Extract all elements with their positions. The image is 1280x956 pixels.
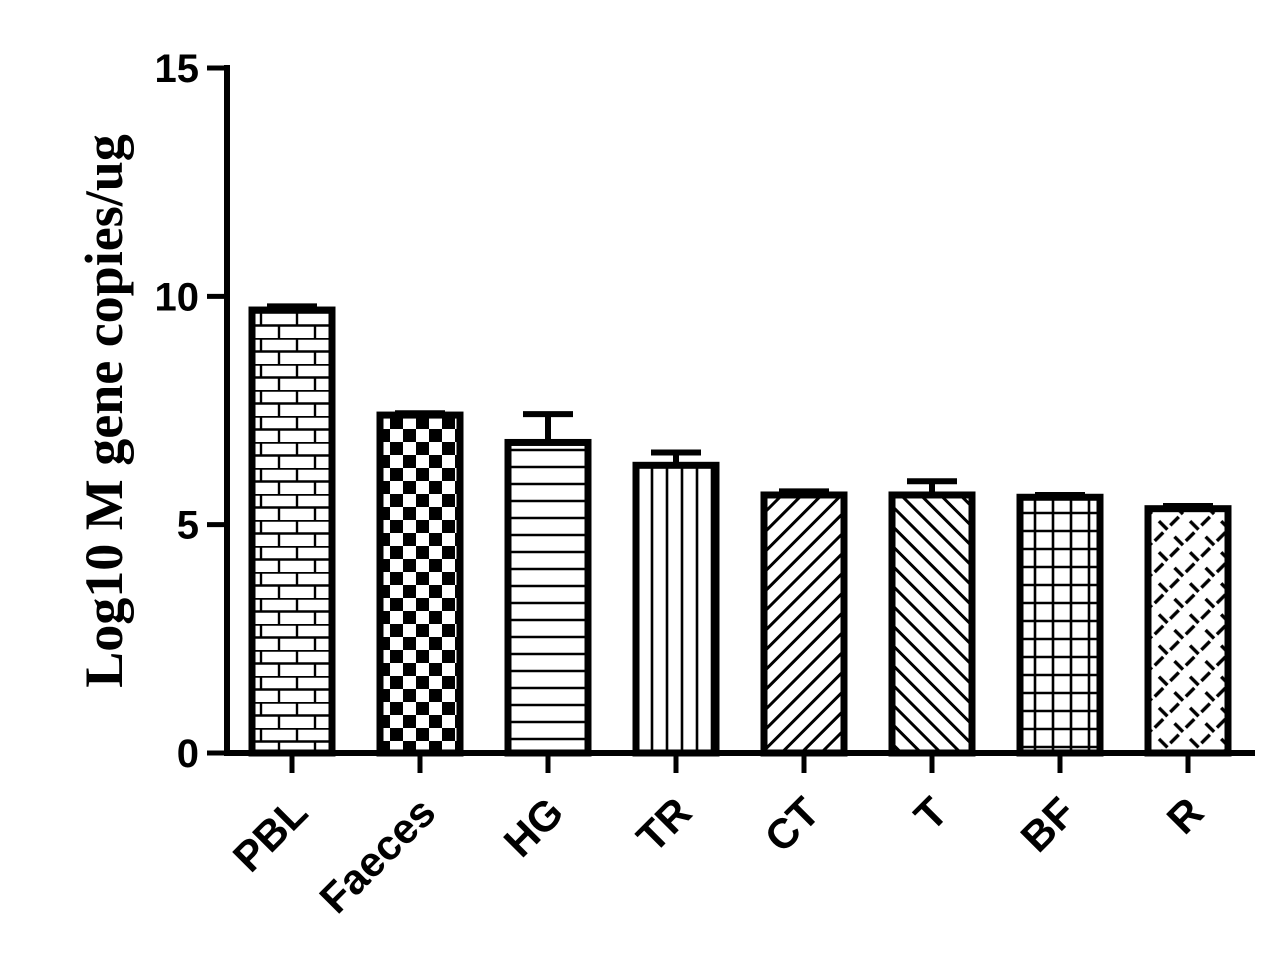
bar-r xyxy=(1144,505,1232,757)
error-bars-layer xyxy=(267,303,1213,509)
x-tick-label-faeces: Faeces xyxy=(310,788,444,922)
y-tick-label-0: 0 xyxy=(177,732,199,776)
y-tick-label-15: 15 xyxy=(155,47,200,91)
x-tick-label-tr: TR xyxy=(628,788,701,861)
y-axis-title: Log10 M gene copies/ug xyxy=(74,134,134,687)
bar-tr xyxy=(632,461,720,757)
x-tick-label-r: R xyxy=(1158,788,1213,843)
x-tick-label-t: T xyxy=(905,788,957,840)
bar-ct xyxy=(760,491,848,757)
bar-hg xyxy=(504,438,592,757)
bar-pbl xyxy=(248,306,336,757)
bar-faeces xyxy=(376,411,464,757)
y-tick-label-5: 5 xyxy=(177,504,199,548)
bars-layer xyxy=(248,306,1232,757)
x-tick-label-ct: CT xyxy=(756,788,829,861)
x-tick-label-hg: HG xyxy=(495,788,573,866)
bar-bf xyxy=(1016,493,1104,757)
x-tick-label-bf: BF xyxy=(1012,788,1085,861)
x-tick-label-pbl: PBL xyxy=(224,788,317,881)
axes xyxy=(207,65,1255,773)
y-tick-label-10: 10 xyxy=(155,275,200,319)
bar-t xyxy=(888,491,976,757)
